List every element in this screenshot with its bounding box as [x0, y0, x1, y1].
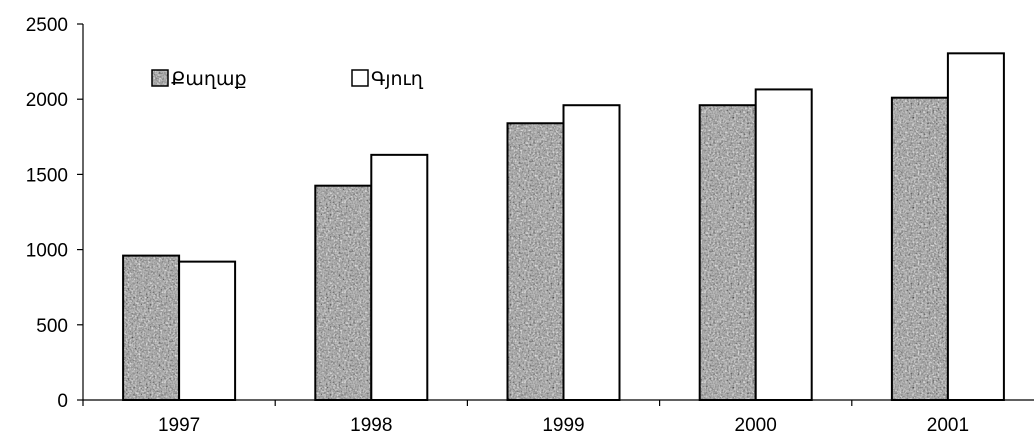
legend-swatch-series-2 — [351, 69, 369, 87]
y-tick-label: 1000 — [26, 241, 68, 262]
y-tick-label: 2500 — [26, 15, 68, 36]
bar-series-2-1999 — [562, 104, 621, 401]
bar-series-2-2001 — [946, 52, 1005, 401]
bar-series-1-1998 — [314, 184, 373, 401]
legend-label-series-1: Քաղաք — [171, 69, 247, 90]
bar-series-2-2000 — [754, 88, 813, 401]
y-tick-label: 2000 — [26, 90, 68, 111]
bar-series-1-2001 — [890, 96, 949, 401]
x-tick-label: 2000 — [735, 415, 777, 436]
legend-swatch-series-1 — [151, 69, 169, 87]
x-axis-ticks: 1997 1998 1999 2000 2001 — [82, 400, 969, 436]
bar-series-1-2000 — [698, 104, 757, 401]
y-tick-label: 0 — [57, 391, 68, 412]
bar-series-group — [122, 52, 1005, 401]
legend-label-series-2: Գյուղ — [371, 69, 424, 90]
bar-series-1-1999 — [506, 122, 565, 401]
bar-series-1-1997 — [122, 254, 181, 401]
y-tick-label: 1500 — [26, 165, 68, 186]
bar-series-2-1998 — [370, 153, 429, 401]
x-tick-label: 1997 — [158, 415, 200, 436]
x-tick-label: 2001 — [927, 415, 969, 436]
x-tick-label: 1999 — [542, 415, 584, 436]
y-tick-label: 500 — [36, 316, 68, 337]
x-tick-label: 1998 — [350, 415, 392, 436]
y-axis-ticks: 0 500 1000 1500 2000 2500 — [26, 15, 83, 412]
legend: Քաղաք Գյուղ — [151, 69, 424, 90]
bar-series-2-1997 — [178, 260, 237, 401]
